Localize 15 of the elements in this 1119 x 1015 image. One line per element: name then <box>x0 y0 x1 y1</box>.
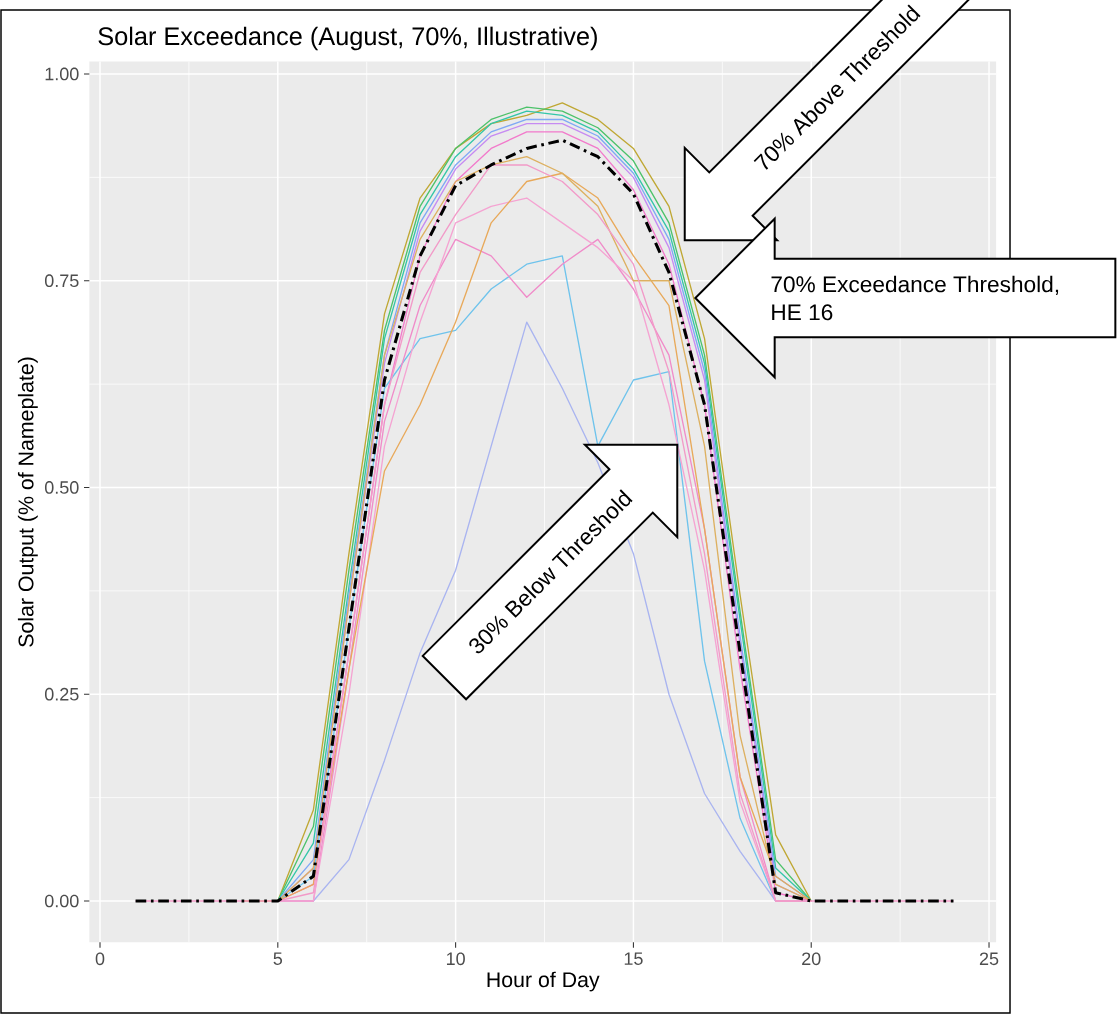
chart-title: Solar Exceedance (August, 70%, Illustrative) <box>98 26 597 51</box>
y-tick-label: 0.00 <box>44 894 79 908</box>
x-axis-title: Hour of Day <box>487 971 600 992</box>
x-tick-label: 0 <box>95 952 105 966</box>
x-tick-label: 15 <box>624 952 643 965</box>
x-tick-label: 10 <box>446 952 465 966</box>
annotation: 70% Exceedance Threshold, HE 16 <box>771 275 1059 321</box>
x-tick-label: 25 <box>979 952 999 966</box>
y-tick-label: 0.25 <box>44 687 79 701</box>
y-tick-label: 1.00 <box>45 67 79 81</box>
y-tick-label: 0.50 <box>44 481 79 494</box>
y-axis-title: Solar Output (% of Nameplate) <box>17 357 38 647</box>
x-tick-label: 20 <box>802 952 821 966</box>
x-tick-label: 5 <box>273 952 283 965</box>
y-tick-label: 0.75 <box>44 274 79 288</box>
